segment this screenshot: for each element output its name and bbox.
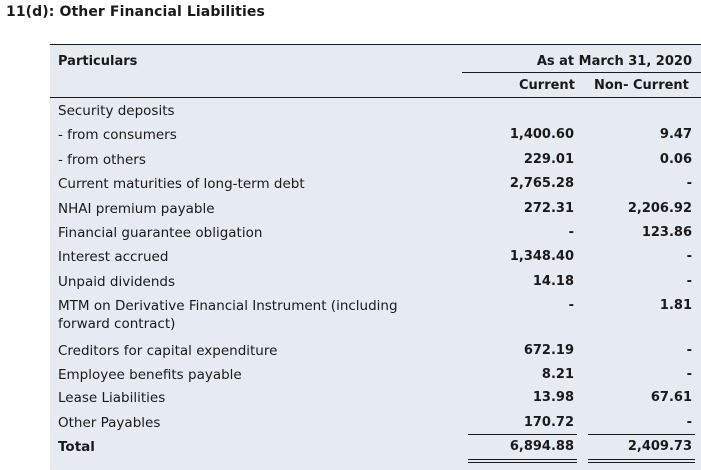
row-label-security-deposits: Security deposits — [58, 103, 175, 119]
row-label-from-consumers: - from consumers — [58, 127, 177, 143]
row-value-current: 8.21 — [541, 367, 574, 382]
row-value-non-current: 9.47 — [659, 127, 692, 142]
row-value-non-current: 0.06 — [659, 152, 692, 167]
total-double-rule-non-current-2 — [588, 462, 695, 463]
row-value-non-current: - — [686, 176, 692, 191]
column-header-current: Current — [519, 78, 575, 93]
row-value-current: 272.31 — [523, 201, 574, 216]
row-value-non-current: - — [686, 415, 692, 430]
row-value-current: 229.01 — [523, 152, 574, 167]
row-value-current: 14.18 — [532, 274, 574, 289]
row-value-current: 13.98 — [532, 390, 574, 405]
column-header-non-current: Non- Current — [594, 78, 689, 93]
total-double-rule-current-1 — [468, 459, 577, 460]
row-label-mtm-derivative: MTM on Derivative Financial Instrument (… — [58, 298, 398, 332]
column-header-particulars: Particulars — [58, 54, 138, 69]
row-value-current: 170.72 — [523, 415, 574, 430]
row-value-non-current: - — [686, 249, 692, 264]
table-panel — [50, 44, 701, 470]
row-value-current: 2,765.28 — [509, 176, 574, 191]
row-label-unpaid-dividends: Unpaid dividends — [58, 274, 175, 290]
row-label-total: Total — [58, 439, 95, 455]
row-label-current-maturities: Current maturities of long-term debt — [58, 176, 305, 192]
row-label-nhai-premium: NHAI premium payable — [58, 201, 215, 217]
row-value-non-current: - — [686, 274, 692, 289]
total-top-rule-non-current — [588, 434, 695, 435]
total-value-current: 6,894.88 — [509, 439, 574, 454]
total-value-non-current: 2,409.73 — [627, 439, 692, 454]
row-label-financial-guarantee: Financial guarantee obligation — [58, 225, 263, 241]
row-label-interest-accrued: Interest accrued — [58, 249, 169, 265]
row-label-lease-liabilities: Lease Liabilities — [58, 390, 166, 406]
row-value-current: - — [568, 225, 574, 240]
total-double-rule-current-2 — [468, 462, 577, 463]
row-value-current: 1,348.40 — [509, 249, 574, 264]
row-value-current: 1,400.60 — [509, 127, 574, 142]
row-value-non-current: 123.86 — [641, 225, 692, 240]
row-value-non-current: 2,206.92 — [627, 201, 692, 216]
row-label-creditors-capex: Creditors for capital expenditure — [58, 343, 278, 359]
row-label-from-others: - from others — [58, 152, 146, 168]
row-value-current: - — [568, 298, 574, 313]
header-top-rule — [50, 44, 701, 45]
row-value-non-current: 67.61 — [650, 390, 692, 405]
row-value-non-current: - — [686, 343, 692, 358]
row-label-employee-benefits: Employee benefits payable — [58, 367, 242, 383]
total-top-rule-current — [468, 434, 577, 435]
row-value-non-current: 1.81 — [659, 298, 692, 313]
total-double-rule-non-current-1 — [588, 459, 695, 460]
row-value-current: 672.19 — [523, 343, 574, 358]
row-label-other-payables: Other Payables — [58, 415, 161, 431]
header-bottom-rule — [50, 97, 701, 98]
row-value-non-current: - — [686, 367, 692, 382]
section-heading: 11(d): Other Financial Liabilities — [6, 4, 265, 20]
column-header-period: As at March 31, 2020 — [536, 54, 692, 69]
period-rule — [462, 72, 701, 73]
